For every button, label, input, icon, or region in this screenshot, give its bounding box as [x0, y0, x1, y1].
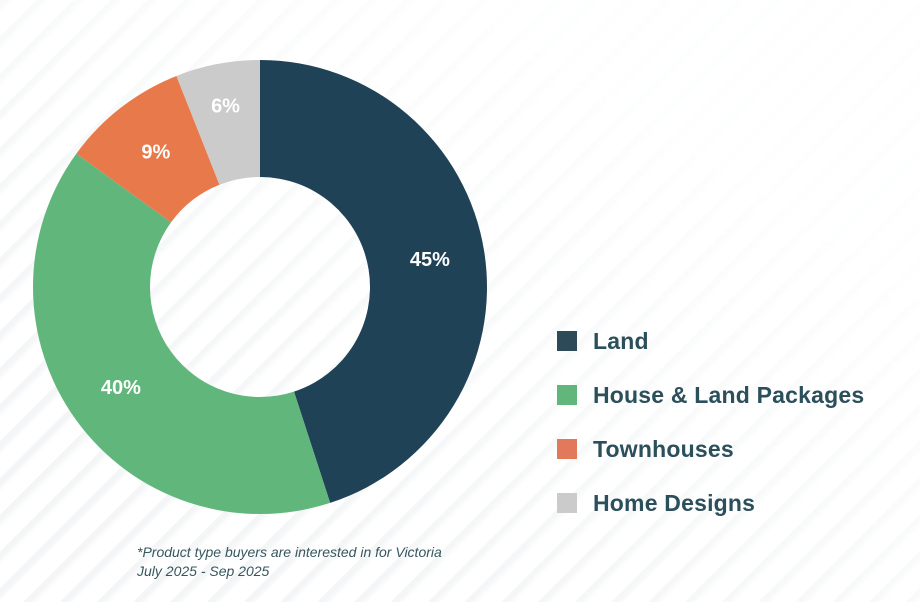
- chart-footnote: *Product type buyers are interested in f…: [137, 543, 442, 581]
- legend-label-land: Land: [593, 327, 649, 354]
- legend-swatch-home-designs: [557, 493, 577, 513]
- footnote-line-1: *Product type buyers are interested in f…: [137, 544, 442, 560]
- legend-swatch-house-land-packages: [557, 385, 577, 405]
- legend-item-house-land-packages: House & Land Packages: [557, 382, 864, 408]
- legend-label-home-designs: Home Designs: [593, 489, 756, 516]
- legend-label-townhouses: Townhouses: [593, 435, 734, 462]
- legend-swatch-land: [557, 331, 577, 351]
- slice-value-label-townhouses: 9%: [141, 142, 170, 164]
- chart-legend: Land House & Land Packages Townhouses Ho…: [557, 328, 864, 516]
- legend-label-house-land-packages: House & Land Packages: [593, 381, 865, 408]
- donut-slice-home-designs: [176, 60, 260, 185]
- footnote-line-2: July 2025 - Sep 2025: [137, 563, 270, 579]
- donut-slice-house-land-packages: [33, 153, 331, 514]
- legend-item-townhouses: Townhouses: [557, 436, 864, 462]
- slice-value-label-land: 45%: [410, 249, 450, 271]
- donut-slice-land: [260, 60, 487, 503]
- legend-item-home-designs: Home Designs: [557, 490, 864, 516]
- slice-value-label-home-designs: 6%: [211, 95, 240, 117]
- donut-slice-townhouses: [76, 75, 220, 223]
- slice-value-label-house-land-packages: 40%: [101, 377, 141, 399]
- legend-swatch-townhouses: [557, 439, 577, 459]
- legend-item-land: Land: [557, 328, 864, 354]
